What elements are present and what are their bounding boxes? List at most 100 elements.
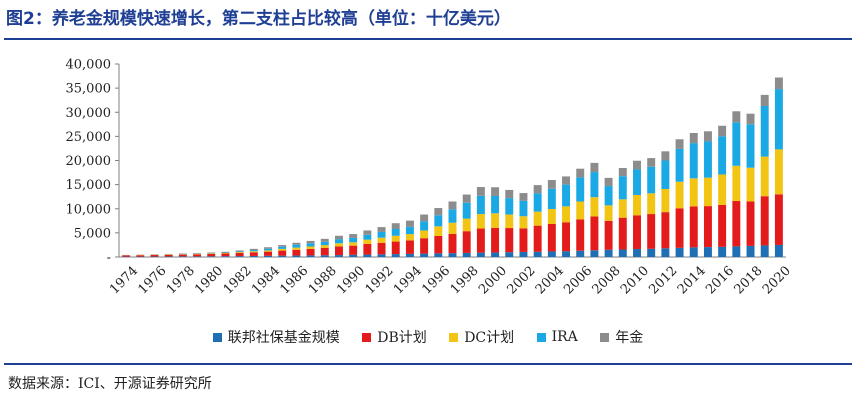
bar-segment xyxy=(774,244,783,257)
x-tick-label: 1978 xyxy=(164,263,198,297)
bar-segment xyxy=(661,151,670,161)
bar-segment xyxy=(661,248,670,257)
legend-label-db: DB计划 xyxy=(377,330,427,346)
bar-segment xyxy=(476,214,485,229)
bar-segment xyxy=(264,248,272,251)
bar-segment xyxy=(703,177,712,207)
bar-segment xyxy=(193,254,202,257)
bar-segment xyxy=(562,222,571,252)
figure-title: 图2：养老金规模快速增长，第二支柱占比较高（单位：十亿美元） xyxy=(6,9,511,29)
legend-label-ira: IRA xyxy=(551,329,578,345)
bar-segment xyxy=(661,188,670,213)
bar-segment xyxy=(746,167,755,202)
bar-segment xyxy=(505,189,514,199)
bar-segment xyxy=(193,256,202,257)
bar-segment xyxy=(320,238,329,242)
bar-segment xyxy=(122,255,131,257)
bar-segment xyxy=(774,77,783,90)
bar-segment xyxy=(491,252,500,257)
bar-segment xyxy=(590,250,599,257)
bar-segment xyxy=(562,206,571,223)
bar-segment xyxy=(405,220,414,227)
bar-segment xyxy=(732,111,741,123)
bar-segment xyxy=(278,246,287,249)
x-tick-label: 2016 xyxy=(703,263,737,297)
bar-segment xyxy=(377,231,386,238)
bar-segment xyxy=(448,209,457,223)
bar-segment xyxy=(278,248,287,251)
bar-segment xyxy=(462,218,471,232)
bar-segment xyxy=(363,234,372,240)
bar-segment xyxy=(718,204,727,247)
legend-item-db: DB计划 xyxy=(362,327,427,347)
bar-segment xyxy=(718,246,727,257)
legend-swatch-annuity xyxy=(600,332,610,342)
legend-label-dc: DC计划 xyxy=(464,330,515,346)
bar-segment xyxy=(590,197,599,217)
bar-segment xyxy=(448,222,457,234)
x-tick-label: 2000 xyxy=(476,263,510,297)
bar-segment xyxy=(434,226,443,237)
bar-segment xyxy=(420,253,429,257)
bar-segment xyxy=(249,250,258,252)
bar-segment xyxy=(320,255,329,257)
bar-segment xyxy=(590,172,599,198)
bar-segment xyxy=(675,247,684,257)
x-tick-label: 2002 xyxy=(504,263,538,297)
legend-swatch-dc xyxy=(449,332,459,342)
bar-segment xyxy=(647,248,656,257)
bar-segment xyxy=(760,196,769,246)
bar-segment xyxy=(292,244,301,248)
bar-segment xyxy=(278,245,287,247)
bar-segment xyxy=(476,195,485,215)
bar-segment xyxy=(349,234,358,238)
bar-segment xyxy=(533,251,542,257)
bar-segment xyxy=(221,256,230,257)
bar-segment xyxy=(164,254,173,257)
bar-segment xyxy=(491,195,500,214)
x-tick-label: 1998 xyxy=(448,263,482,297)
bar-segment xyxy=(476,187,485,196)
bar-segment xyxy=(590,162,599,173)
y-tick-label: 20,000 xyxy=(66,154,112,169)
bar-segment xyxy=(633,169,641,195)
bar-segment xyxy=(334,243,343,247)
y-tick-label: 25,000 xyxy=(66,130,112,145)
bar-segment xyxy=(405,234,414,241)
bar-segment xyxy=(689,247,698,257)
bar-segment xyxy=(320,245,329,248)
bar-segment xyxy=(675,181,684,209)
bar-segment xyxy=(391,254,400,257)
bar-segment xyxy=(448,253,457,257)
bar-segment xyxy=(718,174,727,205)
bar-segment xyxy=(306,246,315,249)
bar-segment xyxy=(448,201,457,210)
bar-segment xyxy=(363,243,372,255)
bar-segment xyxy=(505,252,514,257)
legend-item-ira: IRA xyxy=(536,329,578,345)
bar-segment xyxy=(718,136,727,175)
bar-segment xyxy=(675,148,684,182)
x-tick-label: 1976 xyxy=(136,263,170,297)
bar-segment xyxy=(647,214,656,249)
bar-segment xyxy=(292,242,301,245)
bar-segment xyxy=(164,256,173,257)
bar-segment xyxy=(746,201,755,246)
bar-segment xyxy=(320,241,329,246)
bar-segment xyxy=(604,220,613,250)
bar-segment xyxy=(519,193,528,201)
bar-segment xyxy=(207,252,216,254)
legend-swatch-db xyxy=(362,332,372,342)
bar-segment xyxy=(576,250,585,257)
bar-segment xyxy=(434,236,443,254)
bar-segment xyxy=(235,256,244,257)
x-tick-label: 1980 xyxy=(192,263,226,297)
bar-segment xyxy=(732,165,741,202)
bar-segment xyxy=(576,177,585,202)
bar-segment xyxy=(420,230,429,239)
bar-segment xyxy=(249,248,258,251)
bar-segment xyxy=(320,247,329,256)
bar-segment xyxy=(462,252,471,257)
bar-segment xyxy=(633,249,641,257)
x-tick-label: 1986 xyxy=(277,263,311,297)
